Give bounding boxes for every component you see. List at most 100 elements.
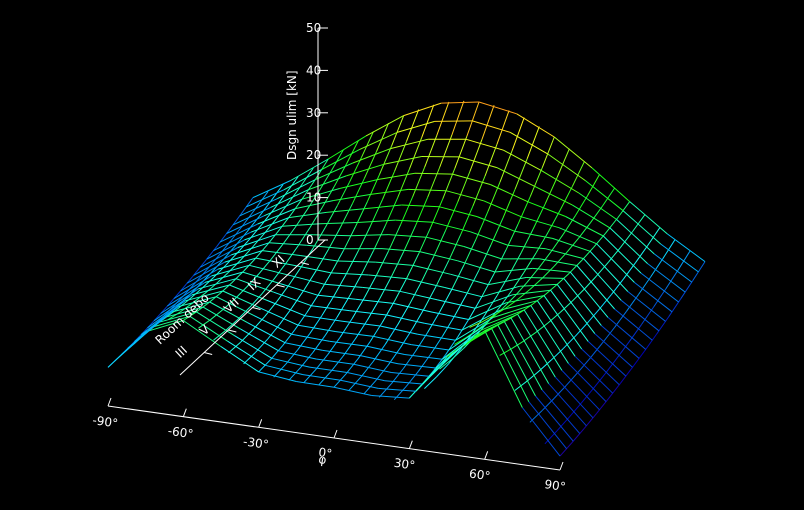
surface-line-phi: [424, 322, 463, 331]
surface-line-depth: [237, 307, 251, 320]
surface-line-phi: [465, 138, 504, 151]
surface-line-depth: [297, 227, 311, 247]
surface-line-phi: [337, 260, 376, 263]
surface-line-phi: [278, 350, 317, 360]
surface-line-depth: [592, 373, 606, 389]
surface-line-depth: [198, 319, 211, 329]
surface-line-phi: [288, 211, 327, 219]
surface-line-phi: [304, 315, 343, 322]
surface-line-phi: [553, 136, 593, 169]
surface-line-depth: [589, 342, 603, 359]
surface-line-phi: [503, 149, 542, 171]
surface-line-depth: [427, 166, 441, 198]
surface-line-depth: [457, 317, 471, 338]
surface-line-depth: [496, 274, 510, 297]
surface-line-phi: [322, 349, 361, 357]
surface-line-depth: [312, 335, 326, 353]
surface-line-phi: [556, 284, 596, 334]
surface-line-phi: [545, 248, 584, 260]
surface-line-phi: [481, 285, 520, 298]
x-axis-label: φ: [318, 452, 328, 467]
surface-line-depth: [372, 224, 386, 252]
surface-line-phi: [373, 335, 412, 346]
surface-line-phi: [574, 355, 614, 394]
surface-line-phi: [390, 138, 429, 150]
surface-line-phi: [466, 321, 505, 343]
surface-line-phi: [450, 273, 489, 286]
surface-line-depth: [602, 327, 615, 344]
surface-line-depth: [291, 289, 305, 309]
surface-line-depth: [589, 205, 603, 224]
surface-line-phi: [403, 102, 442, 117]
surface-line-depth: [493, 249, 507, 275]
surface-line-depth: [294, 312, 308, 330]
surface-line-phi: [353, 363, 392, 373]
surface-line-depth: [412, 307, 426, 329]
surface-line-phi: [391, 372, 430, 377]
surface-line-depth: [626, 294, 640, 312]
surface-line-depth: [330, 355, 344, 372]
surface-line-phi: [530, 305, 569, 364]
surface-line-phi: [609, 227, 648, 264]
surface-line-phi: [441, 330, 481, 360]
surface-line-depth: [599, 294, 612, 310]
surface-line-phi: [508, 244, 546, 250]
surface-line-phi: [253, 315, 292, 335]
surface-line-phi: [585, 180, 624, 212]
surface-line-depth: [442, 315, 456, 337]
surface-line-phi: [629, 201, 668, 235]
surface-line-phi: [472, 120, 511, 133]
surface-line-depth: [180, 302, 193, 313]
surface-line-phi: [492, 305, 531, 318]
surface-line-phi: [218, 257, 256, 270]
x-tick-mark: [258, 419, 263, 428]
surface-line-phi: [235, 278, 274, 293]
surface-line-depth: [466, 270, 480, 295]
surface-line-phi: [377, 172, 416, 181]
surface-line-phi: [535, 395, 574, 442]
surface-line-depth: [348, 274, 362, 298]
y-tick-mark: [276, 284, 285, 288]
surface-line-phi: [365, 115, 404, 137]
surface-line-phi: [359, 131, 398, 151]
surface-line-phi: [145, 320, 184, 333]
surface-line-depth: [192, 261, 206, 277]
surface-line-depth: [638, 276, 652, 295]
surface-line-depth: [403, 225, 417, 253]
surface-line-phi: [286, 274, 325, 285]
surface-line-depth: [472, 314, 486, 334]
surface-line-phi: [602, 235, 642, 274]
surface-line-phi: [521, 216, 560, 229]
surface-line-depth: [469, 321, 482, 328]
surface-line-depth: [514, 158, 528, 190]
surface-line-phi: [306, 244, 345, 250]
surface-line-phi: [239, 198, 278, 217]
surface-line-depth: [406, 253, 420, 279]
surface-line-depth: [360, 250, 374, 275]
surface-line-depth: [436, 363, 449, 378]
surface-line-phi: [412, 264, 451, 275]
surface-line-depth: [574, 195, 588, 216]
surface-line-depth: [565, 371, 579, 386]
surface-line-depth: [324, 205, 338, 228]
surface-line-depth: [378, 276, 392, 300]
surface-line-depth: [487, 181, 501, 212]
surface-line-phi: [321, 149, 360, 170]
surface-line-depth: [595, 398, 609, 415]
surface-line-phi: [486, 309, 525, 325]
surface-line-phi: [313, 234, 351, 237]
surface-line-depth: [321, 295, 335, 316]
x-tick-label: 90°: [544, 477, 567, 494]
surface-line-depth: [267, 228, 281, 245]
surface-line-depth: [433, 229, 447, 258]
surface-line-depth: [363, 275, 377, 299]
x-tick-group: -90° -60° -30° 0° 30° 60° 90°: [92, 397, 567, 494]
surface-line-phi: [298, 324, 336, 333]
surface-line-phi: [277, 179, 316, 200]
surface-line-depth: [556, 148, 570, 178]
surface-line-phi: [233, 334, 273, 359]
surface-line-phi: [319, 222, 358, 225]
z-tick-label: 40: [306, 63, 321, 77]
surface-line-depth: [490, 217, 504, 246]
surface-line-phi: [484, 330, 523, 408]
